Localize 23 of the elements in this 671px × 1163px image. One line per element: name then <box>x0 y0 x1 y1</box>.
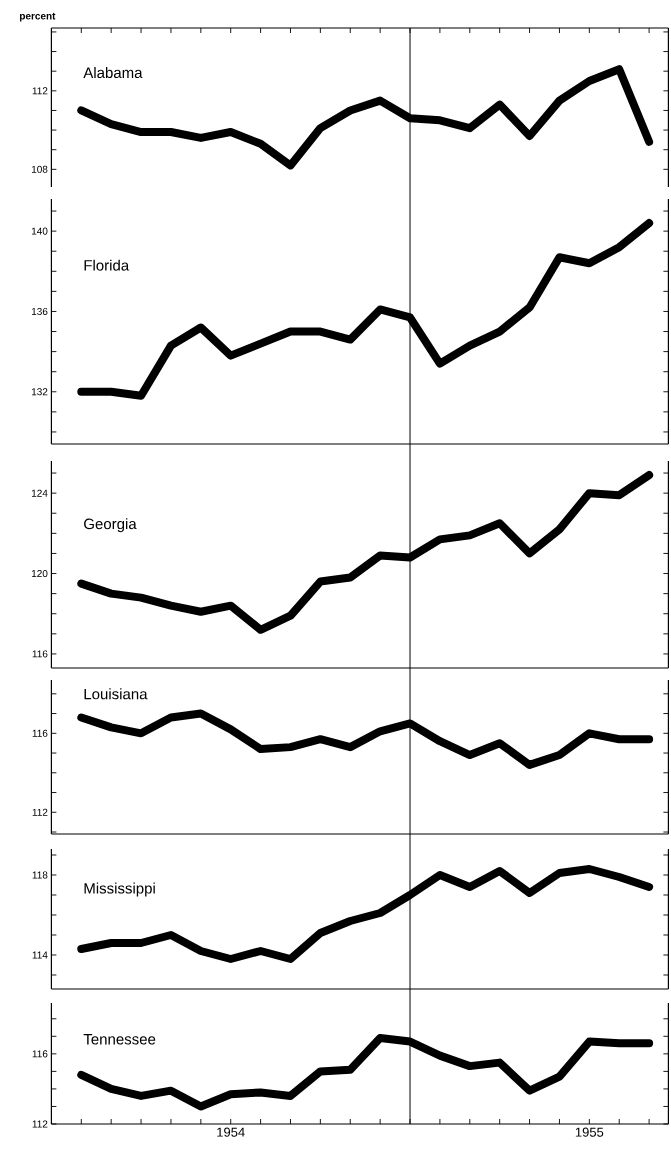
y-tick-label: 124 <box>31 489 48 497</box>
y-tick-label: 116 <box>32 650 48 658</box>
y-tick-label: 140 <box>31 227 48 235</box>
y-tick-label: 112 <box>32 1120 48 1128</box>
text: Georgia <box>84 518 137 533</box>
y-tick-label: 116 <box>32 729 48 737</box>
y-tick-label: 120 <box>31 570 48 578</box>
text: Mississippi <box>84 882 155 897</box>
y-tick-label: 118 <box>32 871 48 879</box>
y-tick-label: 114 <box>32 951 48 959</box>
y-tick-label: 108 <box>31 165 48 173</box>
text: Florida <box>84 259 130 271</box>
y-tick-label: 116 <box>32 1050 48 1058</box>
y-tick-label: 112 <box>32 87 48 95</box>
x-tick-label: 1954 <box>217 1127 245 1137</box>
y-tick-label: 112 <box>32 808 48 816</box>
y-tick-label: 132 <box>31 388 48 396</box>
y-tick-label: 136 <box>31 307 48 315</box>
y-axis-title: percent <box>20 12 56 22</box>
x-tick-label: 1955 <box>575 1127 604 1137</box>
series-label: Louisiana <box>84 688 148 700</box>
text: Tennessee <box>83 1034 156 1045</box>
text: Alabama <box>83 67 143 79</box>
